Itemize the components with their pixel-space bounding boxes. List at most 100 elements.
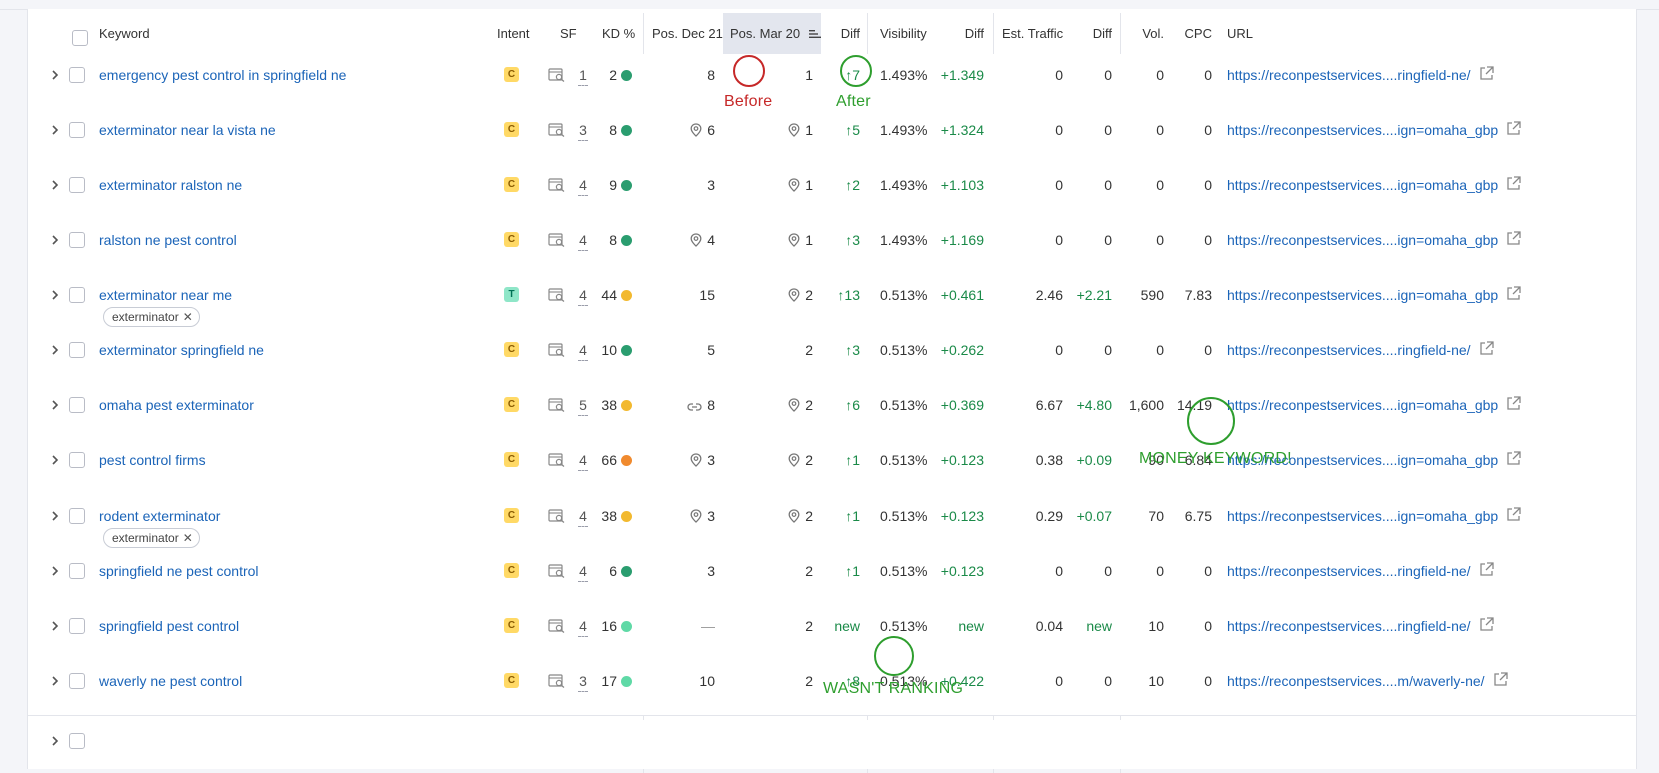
row-checkbox[interactable] (69, 397, 85, 413)
keyword-tag[interactable]: exterminator ✕ (103, 528, 200, 548)
external-link-icon[interactable] (1479, 617, 1494, 632)
table-row[interactable]: exterminator near me exterminator ✕ T 4 4… (28, 274, 1636, 330)
url-link[interactable]: https://reconpestservices....ign=omaha_g… (1227, 508, 1499, 524)
serp-features-count[interactable]: 3 (578, 671, 588, 692)
serp-features-icon[interactable] (548, 564, 566, 578)
keyword-link[interactable]: emergency pest control in springfield ne (99, 67, 347, 83)
row-checkbox[interactable] (69, 563, 85, 579)
serp-features-icon[interactable] (548, 178, 566, 192)
row-checkbox[interactable] (69, 177, 85, 193)
chevron-right-icon[interactable] (48, 453, 62, 467)
row-checkbox[interactable] (69, 673, 85, 689)
row-checkbox[interactable] (69, 67, 85, 83)
remove-tag-icon[interactable]: ✕ (182, 310, 193, 324)
chevron-right-icon[interactable] (48, 288, 62, 302)
serp-features-icon[interactable] (548, 674, 566, 688)
table-row[interactable]: exterminator near la vista ne C 3 8 6 1 … (28, 109, 1636, 165)
chevron-right-icon[interactable] (48, 178, 62, 192)
url-link[interactable]: https://reconpestservices....ign=omaha_g… (1227, 397, 1499, 413)
url-link[interactable]: https://reconpestservices....ign=omaha_g… (1227, 287, 1499, 303)
serp-features-icon[interactable] (548, 453, 566, 467)
serp-features-icon[interactable] (548, 288, 566, 302)
keyword-link[interactable]: exterminator near la vista ne (99, 122, 276, 138)
col-cpc[interactable]: CPC (1184, 26, 1212, 41)
chevron-right-icon[interactable] (48, 233, 62, 247)
select-all-checkbox[interactable] (72, 30, 88, 46)
serp-features-count[interactable]: 4 (578, 616, 588, 637)
url-link[interactable]: https://reconpestservices....ringfield-n… (1227, 67, 1471, 83)
serp-features-icon[interactable] (548, 398, 566, 412)
chevron-right-icon[interactable] (48, 68, 62, 82)
row-checkbox[interactable] (69, 342, 85, 358)
keyword-link[interactable]: waverly ne pest control (99, 673, 243, 689)
serp-features-count[interactable]: 5 (578, 395, 588, 416)
table-row[interactable]: omaha pest exterminator C 5 38 8 2 ↑6 0.… (28, 384, 1636, 440)
chevron-right-icon[interactable] (48, 619, 62, 633)
keyword-link[interactable]: springfield pest control (99, 618, 240, 634)
serp-features-count[interactable]: 4 (578, 285, 588, 306)
url-link[interactable]: https://reconpestservices....ringfield-n… (1227, 563, 1471, 579)
keyword-link[interactable]: omaha pest exterminator (99, 397, 254, 413)
table-row[interactable]: springfield ne pest control C 4 6 3 2 ↑1… (28, 550, 1636, 606)
serp-features-count[interactable]: 4 (578, 230, 588, 251)
col-volume[interactable]: Vol. (1142, 26, 1164, 41)
chevron-right-icon[interactable] (48, 509, 62, 523)
external-link-icon[interactable] (1506, 286, 1521, 301)
keyword-link[interactable]: springfield ne pest control (99, 563, 259, 579)
serp-features-count[interactable]: 4 (578, 175, 588, 196)
serp-features-count[interactable]: 4 (578, 340, 588, 361)
col-pos-mar[interactable]: Pos. Mar 20 (723, 13, 821, 54)
url-link[interactable]: https://reconpestservices....ign=omaha_g… (1227, 177, 1499, 193)
keyword-link[interactable]: exterminator ralston ne (99, 177, 243, 193)
url-link[interactable]: https://reconpestservices....ign=omaha_g… (1227, 452, 1499, 468)
chevron-right-icon[interactable] (48, 734, 62, 748)
external-link-icon[interactable] (1506, 231, 1521, 246)
row-checkbox[interactable] (69, 122, 85, 138)
row-checkbox[interactable] (69, 452, 85, 468)
col-diff-pos[interactable]: Diff (840, 26, 860, 41)
col-diff-visibility[interactable]: Diff (964, 26, 984, 41)
col-keyword[interactable]: Keyword (99, 26, 150, 41)
keyword-link[interactable]: pest control firms (99, 452, 206, 468)
row-checkbox[interactable] (69, 287, 85, 303)
row-checkbox[interactable] (69, 733, 85, 749)
serp-features-count[interactable]: 4 (578, 561, 588, 582)
external-link-icon[interactable] (1479, 562, 1494, 577)
keyword-link[interactable]: exterminator springfield ne (99, 342, 264, 358)
col-pos-dec[interactable]: Pos. Dec 21 (652, 26, 723, 41)
chevron-right-icon[interactable] (48, 674, 62, 688)
table-row[interactable]: exterminator springfield ne C 4 10 5 2 ↑… (28, 329, 1636, 385)
keyword-link[interactable]: exterminator near me (99, 287, 233, 303)
table-row[interactable]: rodent exterminator exterminator ✕ C 4 38… (28, 495, 1636, 551)
external-link-icon[interactable] (1493, 672, 1508, 687)
table-row[interactable]: springfield pest control C 4 16 — 2 new … (28, 605, 1636, 661)
table-row[interactable]: waverly ne pest control C 3 17 10 2 ↑8 0… (28, 660, 1636, 716)
row-checkbox[interactable] (69, 618, 85, 634)
col-kd[interactable]: KD % (602, 26, 636, 41)
keyword-tag[interactable]: exterminator ✕ (103, 307, 200, 327)
external-link-icon[interactable] (1506, 121, 1521, 136)
serp-features-icon[interactable] (548, 343, 566, 357)
external-link-icon[interactable] (1479, 341, 1494, 356)
table-row[interactable]: exterminator ralston ne C 4 9 3 1 ↑2 1.4… (28, 164, 1636, 220)
chevron-right-icon[interactable] (48, 343, 62, 357)
table-row[interactable]: emergency pest control in springfield ne… (28, 54, 1636, 110)
external-link-icon[interactable] (1506, 396, 1521, 411)
col-url[interactable]: URL (1227, 26, 1254, 41)
col-est-traffic[interactable]: Est. Traffic (1002, 26, 1064, 41)
sort-descending-icon[interactable] (808, 29, 821, 39)
serp-features-icon[interactable] (548, 68, 566, 82)
url-link[interactable]: https://reconpestservices....ign=omaha_g… (1227, 122, 1499, 138)
serp-features-count[interactable]: 3 (578, 120, 588, 141)
col-sf[interactable]: SF (560, 26, 577, 41)
external-link-icon[interactable] (1506, 507, 1521, 522)
chevron-right-icon[interactable] (48, 564, 62, 578)
external-link-icon[interactable] (1479, 66, 1494, 81)
col-visibility[interactable]: Visibility (880, 26, 927, 41)
chevron-right-icon[interactable] (48, 123, 62, 137)
table-row-partial[interactable] (28, 720, 1636, 769)
table-row[interactable]: pest control firms C 4 66 3 2 ↑1 0.513% … (28, 439, 1636, 496)
url-link[interactable]: https://reconpestservices....m/waverly-n… (1227, 673, 1485, 689)
row-checkbox[interactable] (69, 232, 85, 248)
serp-features-icon[interactable] (548, 619, 566, 633)
